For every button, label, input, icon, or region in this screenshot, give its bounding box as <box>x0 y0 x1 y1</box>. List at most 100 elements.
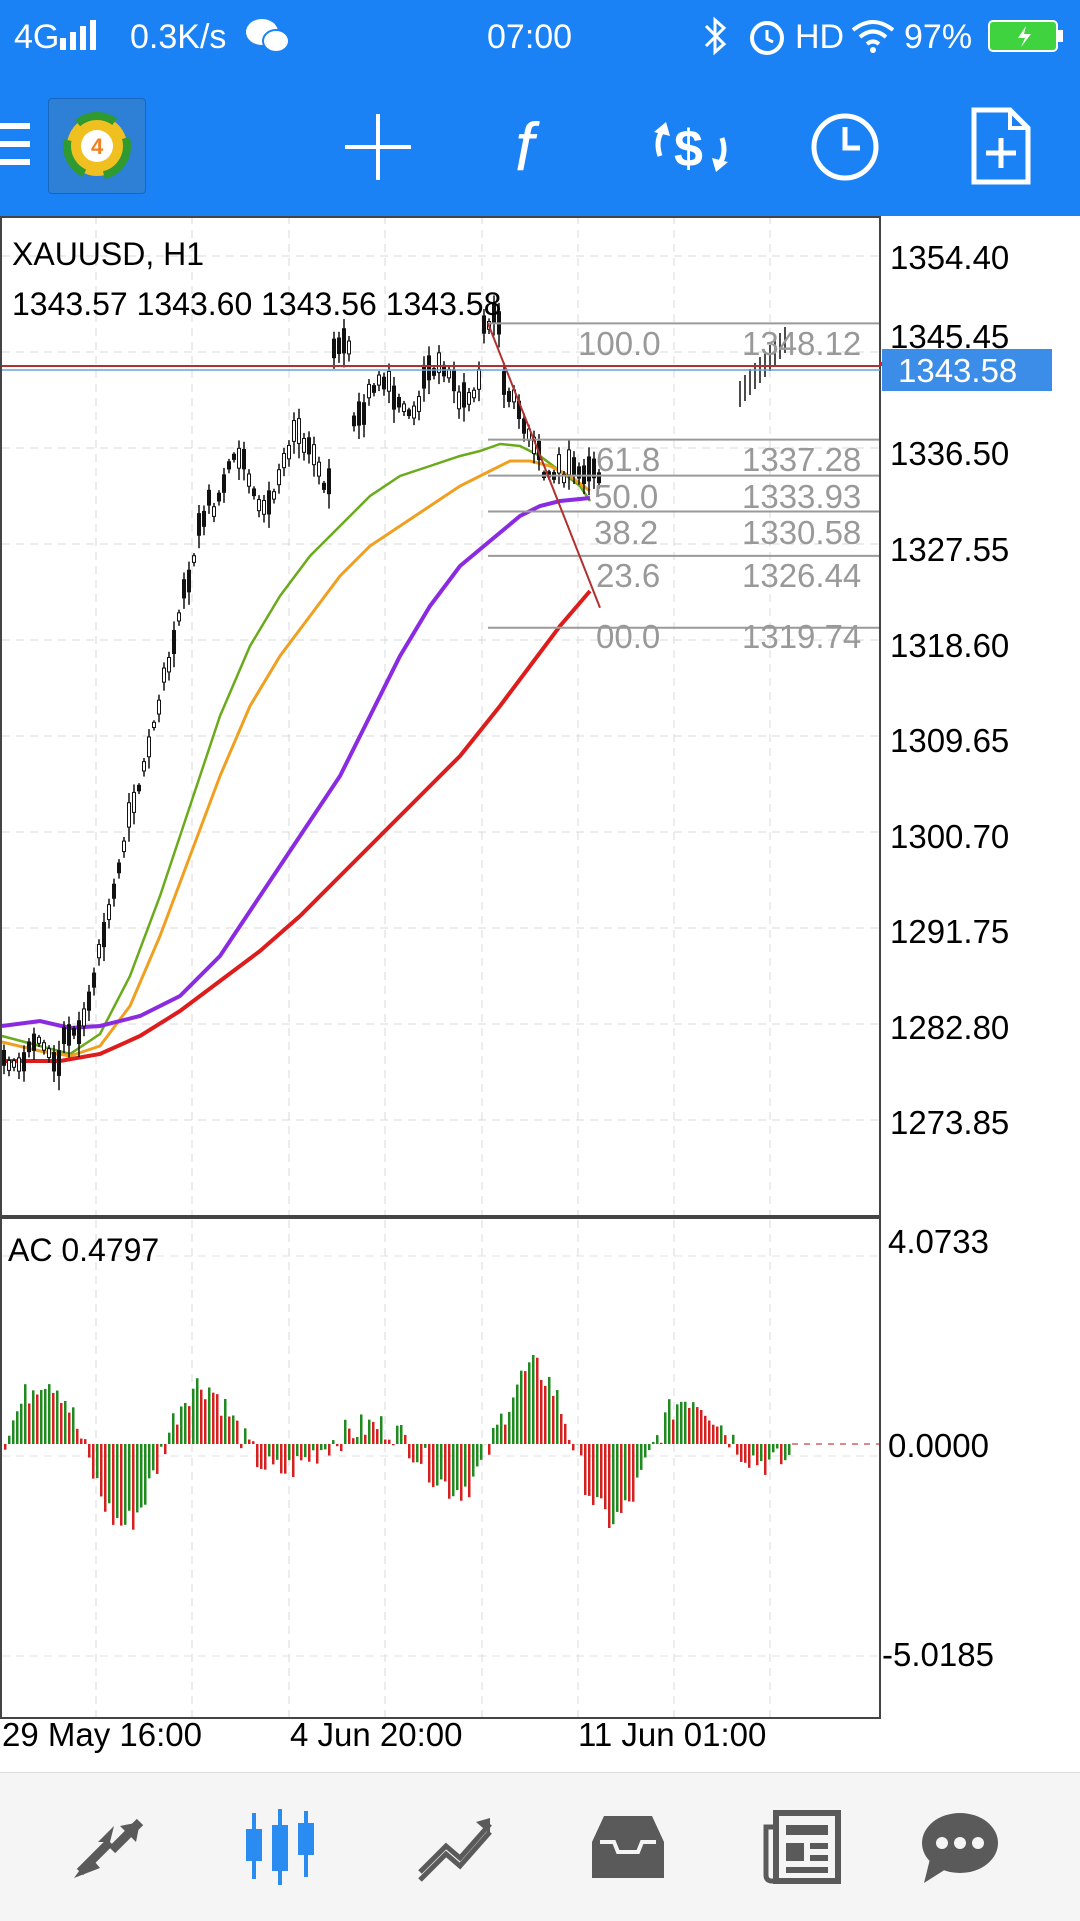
timeframe-clock-icon[interactable] <box>806 108 884 186</box>
ac-bar <box>696 1407 699 1444</box>
ac-bar <box>224 1399 227 1444</box>
ac-bar <box>328 1444 331 1455</box>
history-icon[interactable] <box>548 1773 708 1921</box>
candle <box>263 500 266 514</box>
ac-bar <box>596 1444 599 1497</box>
ac-bar <box>620 1444 623 1513</box>
crosshair-icon[interactable] <box>340 110 416 184</box>
candle <box>348 341 351 354</box>
new-order-icon[interactable] <box>966 104 1036 188</box>
price-axis-label: 1300.70 <box>890 818 1009 855</box>
ac-bar <box>632 1444 635 1502</box>
candle <box>303 438 306 452</box>
ac-bar <box>64 1401 67 1444</box>
ac-bar <box>264 1444 267 1470</box>
ac-bar <box>712 1425 715 1444</box>
ac-bar <box>92 1444 95 1479</box>
candle <box>203 511 206 526</box>
candle <box>273 492 276 499</box>
ac-bar <box>628 1444 631 1501</box>
ac-bar <box>380 1416 383 1444</box>
ac-bar <box>584 1444 587 1495</box>
price-axis-label: 1309.65 <box>890 722 1009 759</box>
ma-green-line <box>2 444 590 1054</box>
ac-bar <box>648 1444 651 1450</box>
ac-bar <box>464 1444 467 1487</box>
fib-price-label: 1337.28 <box>742 441 861 478</box>
status-bar: 4G 0.3K/s 07:00 HD 97% <box>0 0 1080 74</box>
chart-area[interactable]: XAUUSD, H1 1343.57 1343.60 1343.56 1343.… <box>0 216 1080 1766</box>
indicator-label: AC 0.4797 <box>8 1232 159 1268</box>
ac-bar <box>364 1435 367 1444</box>
price-axis-label: 1282.80 <box>890 1009 1009 1046</box>
trade-icon[interactable] <box>376 1773 536 1921</box>
ac-bar <box>572 1444 575 1450</box>
fib-price-label: 1348.12 <box>742 325 861 362</box>
ac-bar <box>176 1425 179 1444</box>
fib-price-label: 1326.44 <box>742 557 861 594</box>
ac-bar <box>288 1444 291 1460</box>
ac-bar <box>28 1404 31 1444</box>
messages-icon[interactable] <box>880 1773 1040 1921</box>
ac-bar <box>748 1444 751 1468</box>
price-chart[interactable]: XAUUSD, H1 1343.57 1343.60 1343.56 1343.… <box>0 216 1080 1766</box>
news-icon[interactable] <box>722 1773 882 1921</box>
ac-bar <box>260 1444 263 1469</box>
candle <box>428 356 431 380</box>
candle <box>238 448 241 468</box>
chart-icon[interactable] <box>200 1773 360 1921</box>
ac-bar <box>568 1440 571 1444</box>
candle <box>33 1034 36 1050</box>
candle <box>293 421 296 442</box>
menu-icon[interactable] <box>0 114 34 174</box>
ac-bar <box>136 1444 139 1512</box>
candle <box>333 339 336 358</box>
battery-percent: 97% <box>904 18 972 57</box>
ac-bar <box>164 1444 167 1454</box>
indicator-f-icon[interactable]: f <box>500 110 570 184</box>
ac-bar <box>440 1444 443 1479</box>
quotes-icon[interactable] <box>30 1773 190 1921</box>
ac-bar <box>32 1390 35 1444</box>
ac-bar <box>400 1425 403 1444</box>
ac-bar <box>408 1444 411 1458</box>
fib-level-label: 50.0 <box>594 478 658 515</box>
ac-bar <box>636 1444 639 1478</box>
ac-bar <box>228 1417 231 1444</box>
ac-bar <box>256 1444 259 1467</box>
ac-bar <box>88 1444 91 1458</box>
candle <box>23 1053 26 1071</box>
ac-bar <box>236 1421 239 1444</box>
ac-bar <box>272 1444 275 1464</box>
candle <box>243 450 246 469</box>
candle <box>208 490 211 505</box>
ac-bar <box>592 1444 595 1505</box>
candle <box>268 491 271 514</box>
mt4-logo[interactable]: 4 <box>48 98 146 194</box>
candle <box>223 475 226 492</box>
trade-dollar-icon[interactable]: $ <box>646 108 736 186</box>
candle <box>388 371 391 391</box>
ac-bar <box>456 1444 459 1490</box>
ac-bar <box>720 1425 723 1444</box>
ac-bar <box>420 1444 423 1464</box>
ac-bar <box>344 1420 347 1444</box>
ac-bar <box>540 1380 543 1444</box>
indicator-axis-label: -5.0185 <box>882 1636 994 1673</box>
ac-bar <box>552 1396 555 1444</box>
indicator-axis-label: 4.0733 <box>888 1223 989 1260</box>
ohlc-label: 1343.57 1343.60 1343.56 1343.58 <box>12 286 501 322</box>
candle <box>113 884 116 898</box>
candle <box>118 863 121 873</box>
ac-bar <box>652 1442 655 1444</box>
ac-bar <box>220 1416 223 1444</box>
svg-text:4: 4 <box>91 134 104 159</box>
candle <box>368 384 371 397</box>
ac-bar <box>432 1444 435 1487</box>
candle <box>568 450 571 475</box>
ac-bar <box>608 1444 611 1528</box>
time-axis-label: 29 May 16:00 <box>2 1716 202 1753</box>
ac-bar <box>24 1384 27 1444</box>
candle <box>103 923 106 947</box>
ac-bar <box>120 1444 123 1526</box>
